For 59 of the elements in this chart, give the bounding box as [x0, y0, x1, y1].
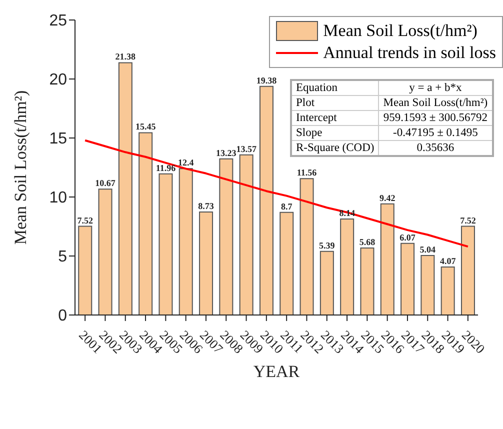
x-axis-title: YEAR	[253, 362, 300, 381]
data-label: 13.23	[216, 148, 237, 158]
data-label: 11.96	[156, 162, 176, 173]
data-label: 8.7	[281, 201, 293, 212]
data-label: 10.67	[95, 178, 116, 188]
data-label: 6.07	[400, 232, 416, 242]
data-label: 5.04	[420, 244, 436, 255]
y-tick-label: 20	[49, 72, 68, 89]
data-label: 9.42	[380, 192, 396, 203]
y-tick-label: 25	[49, 12, 68, 30]
legend-label: Annual trends in soil loss	[323, 42, 496, 64]
annotation: Mean Soil Loss(t/hm²)	[378, 96, 493, 110]
y-tick-label: 5	[58, 248, 68, 266]
data-label: 8.73	[198, 200, 214, 211]
data-label: 5.39	[319, 240, 336, 250]
y-tick-label: 15	[49, 130, 68, 148]
annotation: 0.35636	[378, 140, 493, 156]
bar	[360, 247, 374, 315]
bar	[199, 211, 214, 315]
data-label: 4.07	[440, 256, 456, 266]
bar	[118, 62, 132, 315]
y-axis-title: Mean Soil Loss(t/hm²)	[11, 90, 30, 245]
bar	[78, 226, 92, 315]
data-label: 7.52	[460, 215, 476, 226]
bar	[280, 212, 294, 315]
bar	[400, 242, 415, 315]
bar	[239, 154, 254, 315]
annotation: -0.47195 ± 0.1495	[378, 126, 493, 140]
bar	[420, 255, 435, 315]
bar	[98, 188, 112, 315]
y-tick-label: 10	[49, 190, 68, 207]
bar	[178, 168, 193, 315]
annotation: y = a + b*x	[378, 80, 493, 96]
data-label: 15.45	[135, 122, 156, 132]
bar	[300, 178, 314, 315]
annotation: Equation	[291, 80, 379, 96]
bar	[460, 226, 475, 315]
bar	[259, 86, 274, 315]
data-label: 21.38	[115, 52, 136, 62]
bar	[380, 203, 394, 315]
data-label: 5.68	[359, 236, 376, 247]
bar	[320, 250, 334, 315]
data-label: 19.38	[256, 75, 278, 86]
data-label: 13.57	[236, 144, 257, 154]
bar	[340, 218, 354, 315]
bar	[158, 173, 173, 315]
annotation: Slope	[291, 126, 379, 140]
data-label: 12.4	[178, 158, 194, 168]
annotation: Plot	[291, 96, 379, 110]
data-label: 7.52	[77, 215, 94, 226]
bar	[138, 132, 153, 315]
y-tick-label: 0	[58, 308, 68, 325]
legend-label: Mean Soil Loss(t/hm²)	[323, 20, 478, 42]
bar	[219, 158, 234, 315]
annotation: 959.1593 ± 300.56792	[378, 110, 493, 126]
annotation: R-Square (COD)	[291, 140, 379, 156]
annotation: Intercept	[291, 110, 379, 126]
data-label: 11.56	[296, 168, 318, 178]
bar	[440, 266, 455, 315]
